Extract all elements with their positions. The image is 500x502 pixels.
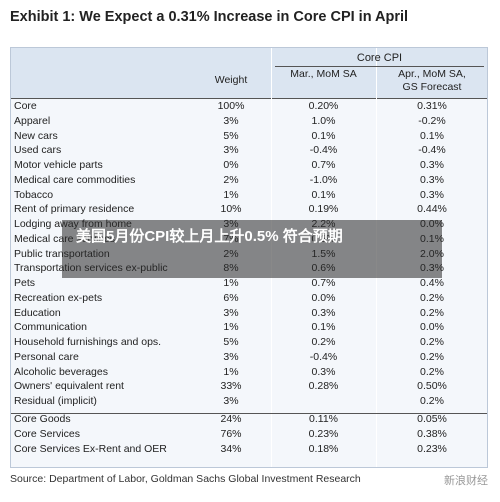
cell: 0.20% bbox=[308, 100, 339, 112]
cell: 0.1% bbox=[311, 321, 336, 334]
row-label: Core Services bbox=[14, 427, 80, 440]
cell: 0.50% bbox=[417, 380, 447, 393]
row-label: Apparel bbox=[14, 114, 51, 127]
table-header bbox=[11, 48, 487, 99]
column-header: Weight bbox=[214, 74, 248, 86]
cell: 0.3% bbox=[420, 188, 444, 201]
row-label: Core bbox=[14, 100, 37, 112]
title: Exhibit 1: We Expect a 0.31% Increase in… bbox=[10, 9, 409, 25]
cell: 0.2% bbox=[311, 336, 336, 348]
cell: -0.4% bbox=[309, 350, 338, 363]
cell: 0.19% bbox=[308, 203, 339, 216]
cell: 1% bbox=[223, 188, 239, 201]
cell: 5% bbox=[223, 336, 239, 348]
cell: 0.05% bbox=[417, 413, 447, 425]
row-label: Motor vehicle parts bbox=[14, 159, 103, 171]
cell: 6% bbox=[223, 291, 239, 304]
cell: -0.4% bbox=[418, 144, 446, 157]
cell: 0% bbox=[223, 159, 239, 171]
cell: -0.4% bbox=[309, 144, 338, 157]
cell: 24% bbox=[220, 413, 242, 425]
cell: 0.1% bbox=[311, 129, 336, 142]
cell: 0.4% bbox=[420, 277, 444, 289]
column-header: Apr., MoM SA, GS Forecast bbox=[398, 68, 466, 93]
row-label: Communication bbox=[14, 321, 87, 334]
row-label: Education bbox=[14, 306, 61, 319]
cell: -0.2% bbox=[418, 114, 446, 127]
cell: 0.18% bbox=[308, 442, 339, 455]
cell: 2% bbox=[223, 173, 239, 186]
cell: 0.31% bbox=[417, 100, 447, 112]
cell: 3% bbox=[223, 114, 239, 127]
cell: 3% bbox=[223, 350, 239, 363]
cell: 0.1% bbox=[420, 129, 444, 142]
cell: 0.2% bbox=[420, 306, 444, 319]
cell: 0.0% bbox=[311, 291, 336, 304]
row-label: Core Services Ex-Rent and OER bbox=[14, 442, 167, 455]
row-label: Used cars bbox=[14, 144, 62, 157]
group-rule bbox=[275, 66, 484, 67]
cell: 0.2% bbox=[420, 350, 444, 363]
group-header: Core CPI bbox=[356, 52, 403, 64]
row-label: Pets bbox=[14, 277, 36, 289]
source: Source: Department of Labor, Goldman Sac… bbox=[10, 473, 361, 485]
cell: 0.3% bbox=[311, 365, 336, 378]
cell: 3% bbox=[223, 395, 239, 407]
row-label: Residual (implicit) bbox=[14, 395, 97, 407]
cell: 0.11% bbox=[309, 413, 338, 425]
headline-overlay: 美国5月份CPI较上月上升0.5% 符合预期 bbox=[62, 220, 442, 278]
cell: 0.7% bbox=[311, 159, 336, 171]
cell: 0.23% bbox=[417, 442, 447, 455]
cell: 3% bbox=[223, 144, 239, 157]
cell: 0.28% bbox=[308, 380, 339, 393]
cell: 5% bbox=[223, 129, 239, 142]
cell: 0.0% bbox=[420, 321, 444, 334]
row-label: Alcoholic beverages bbox=[14, 365, 108, 378]
cell: 76% bbox=[220, 427, 242, 440]
cell: 1% bbox=[223, 277, 239, 289]
cell: 0.7% bbox=[311, 277, 336, 289]
cell: 1% bbox=[223, 321, 239, 334]
watermark: 新浪财经 bbox=[444, 475, 488, 487]
row-label: Personal care bbox=[14, 350, 79, 363]
column-header: Mar., MoM SA bbox=[290, 68, 357, 80]
cell: 34% bbox=[220, 442, 242, 455]
row-label: Medical care commodities bbox=[14, 173, 136, 186]
cell: 0.38% bbox=[417, 427, 447, 440]
cell: 0.1% bbox=[311, 188, 336, 201]
row-label: Rent of primary residence bbox=[14, 203, 135, 216]
cell: 100% bbox=[217, 100, 245, 112]
cell: 0.3% bbox=[420, 173, 444, 186]
cell: 0.2% bbox=[420, 291, 444, 304]
cell: 3% bbox=[223, 306, 239, 319]
row-label: Core Goods bbox=[14, 413, 71, 425]
cell: 0.2% bbox=[420, 365, 444, 378]
section-rule bbox=[11, 412, 487, 414]
row-label: Household furnishings and ops. bbox=[14, 336, 162, 348]
cell: -1.0% bbox=[309, 173, 338, 186]
row-label: Tobacco bbox=[14, 188, 54, 201]
row-label: Owners' equivalent rent bbox=[14, 380, 124, 393]
cell: 1% bbox=[223, 365, 239, 378]
cell: 0.3% bbox=[420, 159, 444, 171]
cell: 10% bbox=[220, 203, 242, 216]
row-label: Recreation ex-pets bbox=[14, 291, 103, 304]
row-label: New cars bbox=[14, 129, 58, 142]
cell: 0.44% bbox=[417, 203, 447, 216]
cell: 0.23% bbox=[308, 427, 339, 440]
cell: 0.3% bbox=[311, 306, 336, 319]
cell: 0.2% bbox=[420, 336, 444, 348]
cell: 0.2% bbox=[420, 395, 444, 407]
cell: 33% bbox=[220, 380, 242, 393]
cell: 1.0% bbox=[311, 114, 336, 127]
